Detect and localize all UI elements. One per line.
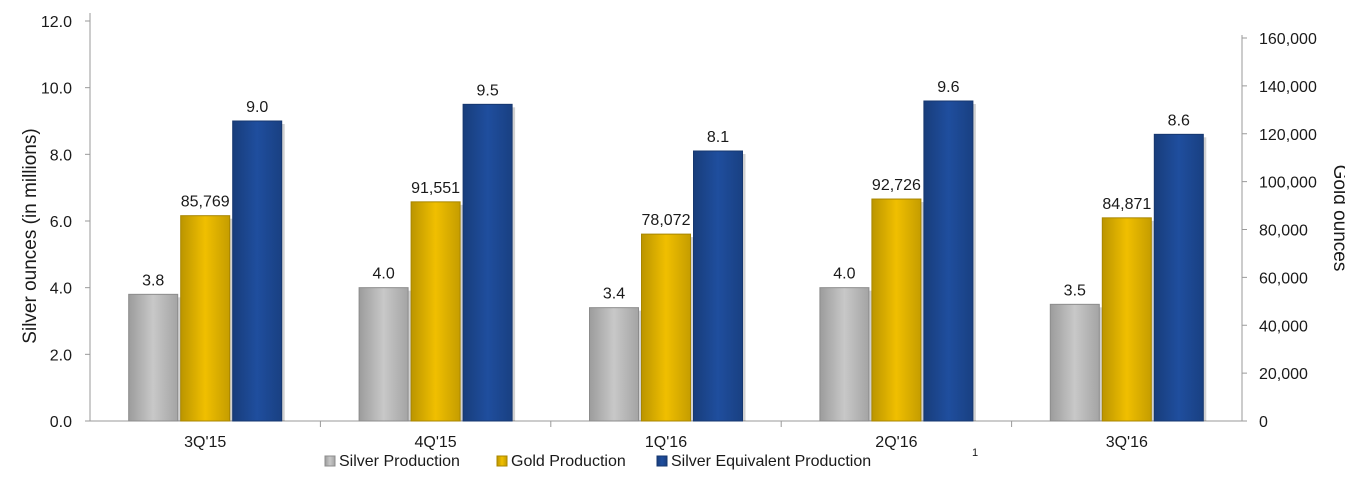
y-tick-label-right: 40,000	[1259, 318, 1308, 335]
data-label: 4.0	[833, 266, 855, 283]
y-tick-label-right: 20,000	[1259, 366, 1308, 383]
y-axis-title-right: Gold ounces	[1329, 165, 1345, 272]
y-tick-label-right: 60,000	[1259, 270, 1308, 287]
legend-label: Gold Production	[511, 453, 626, 470]
y-tick-label-right: 120,000	[1259, 127, 1317, 144]
legend-swatch	[496, 455, 508, 467]
bar	[462, 103, 513, 422]
y-tick-label-left: 6.0	[50, 214, 72, 231]
bar	[1101, 217, 1152, 422]
bar	[923, 100, 974, 422]
data-label: 92,726	[872, 177, 921, 194]
data-label: 84,871	[1102, 196, 1151, 213]
y-tick-label-right: 0	[1259, 414, 1268, 431]
x-tick-label: 2Q'16	[875, 434, 917, 451]
y-tick-label-left: 0.0	[50, 414, 72, 431]
x-tick-label: 4Q'15	[414, 434, 456, 451]
legend-label: Silver Production	[339, 453, 460, 470]
legend-swatch	[324, 455, 336, 467]
y-tick-label-right: 160,000	[1259, 31, 1317, 48]
data-label: 3.4	[603, 286, 625, 303]
y-tick-label-left: 12.0	[41, 14, 72, 31]
data-label: 85,769	[181, 194, 230, 211]
bar	[1153, 133, 1204, 422]
bar	[871, 198, 922, 422]
bar	[180, 215, 231, 422]
bar	[232, 120, 283, 422]
y-tick-label-right: 140,000	[1259, 79, 1317, 96]
y-tick-label-left: 10.0	[41, 81, 72, 98]
y-axis-title-left: Silver ounces (in millions)	[20, 128, 41, 343]
data-label: 8.1	[707, 129, 729, 146]
data-label: 9.0	[246, 99, 268, 116]
data-label: 8.6	[1168, 112, 1190, 129]
bar	[410, 201, 461, 422]
y-tick-label-right: 100,000	[1259, 175, 1317, 192]
data-label: 3.8	[142, 272, 164, 289]
bar	[1049, 303, 1100, 422]
plot-area: 0.0 2.0 4.0 6.0 8.0 10.0 12.0 0 20,000 40,000 60,0…	[41, 13, 1317, 451]
x-tick-label: 3Q'16	[1106, 434, 1148, 451]
data-label: 3.5	[1064, 282, 1086, 299]
data-label: 9.6	[937, 79, 959, 96]
bar	[693, 150, 743, 422]
y-tick-label-left: 2.0	[50, 347, 72, 364]
bar	[819, 287, 870, 422]
data-label: 91,551	[411, 180, 460, 197]
bar	[589, 307, 639, 422]
data-label: 78,072	[642, 212, 691, 229]
legend: Silver Production Gold Production Silver E…	[324, 447, 978, 470]
y-tick-label-left: 8.0	[50, 147, 72, 164]
legend-swatch	[656, 455, 668, 467]
data-label: 4.0	[372, 266, 394, 283]
data-label: 9.5	[476, 82, 498, 99]
bar	[641, 233, 691, 422]
x-tick-label: 3Q'15	[184, 434, 226, 451]
x-tick-label: 1Q'16	[645, 434, 687, 451]
bar	[128, 293, 179, 422]
legend-label: Silver Equivalent Production	[671, 453, 871, 470]
legend-superscript: 1	[972, 447, 978, 459]
y-tick-label-right: 80,000	[1259, 223, 1308, 240]
y-tick-label-left: 4.0	[50, 281, 72, 298]
bar	[358, 287, 409, 422]
